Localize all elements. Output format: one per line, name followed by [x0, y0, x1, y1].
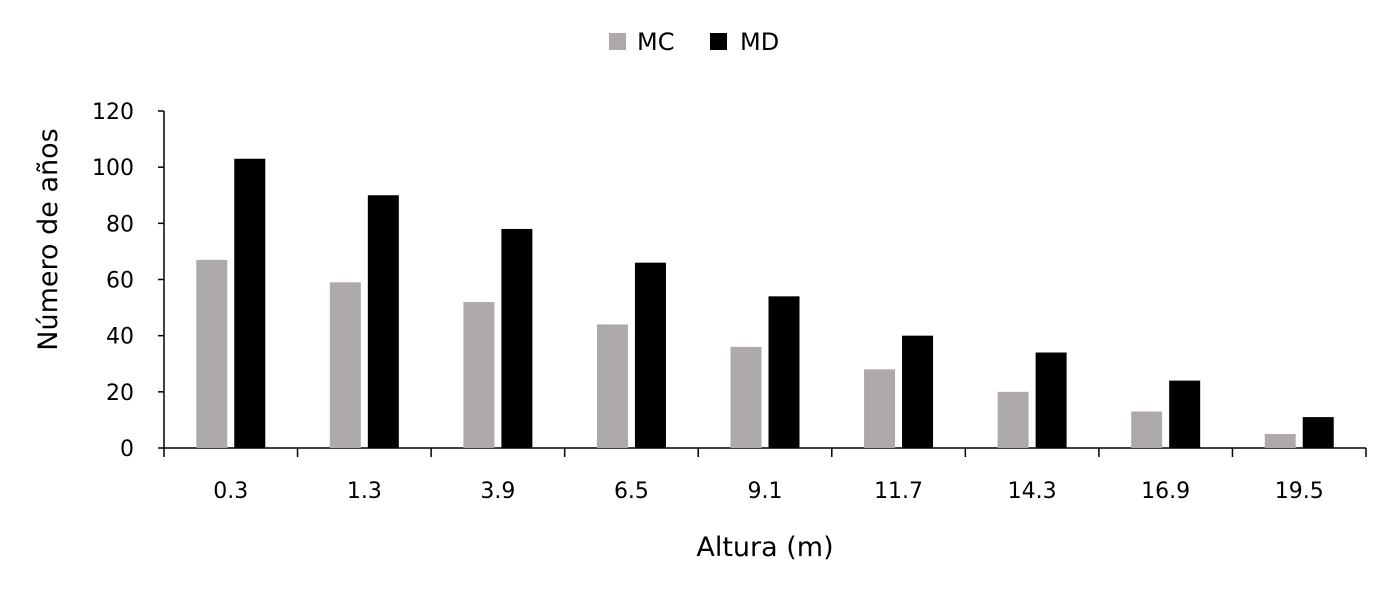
bar-md-19.5 [1302, 417, 1334, 448]
y-axis: 0 20 40 60 80 100 120 [92, 100, 165, 462]
bar-mc-3.9 [463, 301, 495, 448]
x-tick-label: 3.9 [480, 479, 515, 504]
bar-mc-1.3 [329, 282, 361, 448]
legend-label-md: MD [740, 28, 779, 56]
y-axis-title: Número de años [33, 128, 64, 350]
x-tick-label: 11.7 [874, 479, 923, 504]
legend-swatch-mc [609, 33, 626, 50]
x-tick-label: 9.1 [748, 479, 783, 504]
legend: MC MD [609, 28, 779, 56]
bar-mc-16.9 [1131, 411, 1163, 448]
bar-md-9.1 [768, 296, 800, 448]
y-tick-label: 80 [106, 212, 134, 237]
x-axis-title: Altura (m) [696, 532, 833, 563]
bar-md-6.5 [634, 262, 666, 448]
bar-md-16.9 [1169, 380, 1201, 448]
bar-mc-0.3 [196, 259, 228, 448]
x-tick-label: 19.5 [1275, 479, 1324, 504]
legend-label-mc: MC [637, 28, 674, 56]
y-tick-label: 40 [106, 325, 134, 350]
y-tick-label: 100 [92, 156, 134, 181]
x-tick-label: 6.5 [614, 479, 649, 504]
bar-mc-9.1 [730, 346, 762, 448]
x-tick-label: 14.3 [1008, 479, 1057, 504]
bar-md-14.3 [1035, 352, 1067, 448]
bar-mc-14.3 [997, 391, 1029, 448]
bar-md-1.3 [367, 195, 399, 448]
y-tick-label: 20 [106, 381, 134, 406]
bar-md-0.3 [234, 158, 266, 448]
bar-mc-19.5 [1264, 433, 1296, 448]
bar-md-11.7 [902, 335, 934, 448]
x-tick-label: 16.9 [1141, 479, 1190, 504]
legend-swatch-md [710, 33, 727, 50]
x-tick-label: 0.3 [213, 479, 248, 504]
bar-mc-6.5 [596, 324, 628, 448]
y-tick-label: 60 [106, 269, 134, 294]
bar-md-3.9 [501, 228, 533, 448]
x-tick-label: 1.3 [347, 479, 382, 504]
x-axis: 0.3 1.3 3.9 6.5 9.1 11.7 14.3 16.9 19.5 [163, 447, 1367, 504]
y-tick-label: 120 [92, 100, 134, 125]
y-tick-label: 0 [120, 437, 134, 462]
bars [196, 158, 1334, 448]
bar-mc-11.7 [864, 369, 896, 448]
